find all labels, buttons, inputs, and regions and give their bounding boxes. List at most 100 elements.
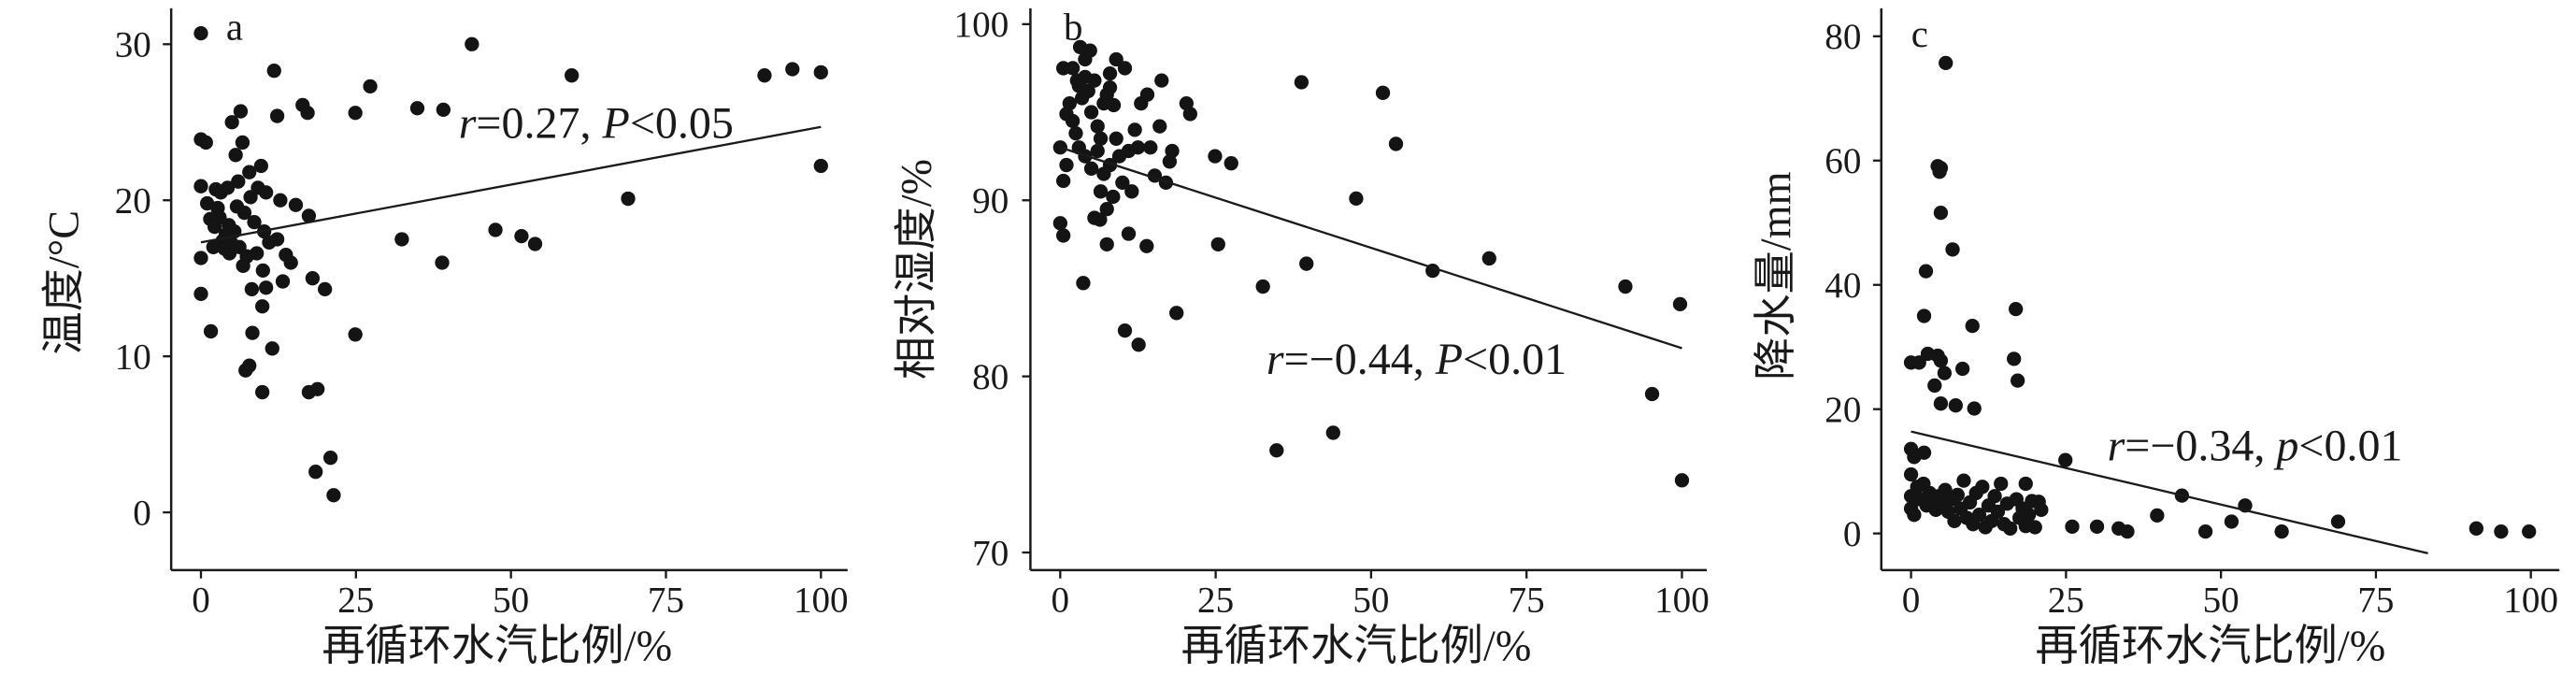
data-point bbox=[2065, 519, 2080, 534]
data-point bbox=[1224, 156, 1238, 171]
data-point bbox=[253, 158, 268, 174]
data-point bbox=[2027, 520, 2042, 535]
data-point bbox=[2034, 502, 2049, 518]
data-point bbox=[250, 246, 265, 261]
data-points bbox=[1903, 55, 2537, 539]
x-tick-label: 100 bbox=[794, 580, 849, 620]
data-point bbox=[198, 135, 213, 151]
data-point bbox=[1950, 487, 1965, 503]
data-point bbox=[255, 299, 270, 314]
data-point bbox=[1065, 61, 1080, 76]
x-tick-label: 100 bbox=[2503, 580, 2558, 620]
data-point bbox=[275, 274, 291, 289]
x-tick-label: 0 bbox=[1052, 580, 1070, 620]
data-point bbox=[785, 62, 800, 77]
data-point bbox=[813, 65, 828, 79]
data-point bbox=[757, 68, 772, 83]
x-tick-label: 25 bbox=[337, 580, 374, 620]
data-point bbox=[1255, 279, 1270, 294]
p-value: <0.01 bbox=[1463, 335, 1567, 384]
data-point bbox=[2469, 521, 2483, 536]
data-point bbox=[300, 106, 315, 121]
data-point bbox=[301, 208, 317, 223]
data-point bbox=[199, 195, 215, 211]
data-point bbox=[1093, 184, 1109, 199]
data-point bbox=[1939, 55, 1953, 71]
data-point bbox=[2011, 373, 2025, 388]
data-points bbox=[1052, 39, 1690, 488]
x-tick-label: 0 bbox=[1902, 580, 1921, 620]
y-tick-label: 20 bbox=[115, 181, 151, 222]
data-point bbox=[564, 68, 580, 83]
data-point bbox=[1990, 504, 2006, 520]
data-point bbox=[1093, 131, 1109, 146]
data-point bbox=[258, 280, 274, 295]
data-point bbox=[488, 222, 503, 237]
data-point bbox=[247, 214, 262, 230]
data-point bbox=[273, 193, 288, 208]
data-point bbox=[1294, 75, 1309, 90]
x-tick-label: 25 bbox=[1197, 580, 1234, 620]
data-point bbox=[1106, 97, 1122, 113]
data-point bbox=[394, 232, 409, 247]
data-point bbox=[1945, 242, 1960, 257]
data-point bbox=[222, 246, 237, 261]
p-symbol: P bbox=[602, 99, 630, 149]
data-point bbox=[1674, 473, 1690, 488]
data-point bbox=[1078, 51, 1093, 67]
data-point bbox=[1083, 161, 1099, 176]
data-point bbox=[1143, 140, 1158, 155]
data-point bbox=[1948, 398, 1963, 413]
x-tick-label: 75 bbox=[1509, 580, 1545, 620]
data-point bbox=[238, 363, 253, 378]
data-point bbox=[255, 384, 270, 400]
data-point bbox=[1644, 386, 1660, 402]
data-point bbox=[269, 108, 285, 123]
data-point bbox=[1208, 149, 1223, 164]
data-point bbox=[1165, 143, 1180, 159]
data-point bbox=[2018, 476, 2033, 492]
data-point bbox=[1099, 237, 1114, 251]
y-tick-label: 80 bbox=[1825, 17, 1861, 57]
data-point bbox=[288, 197, 304, 212]
data-point bbox=[1109, 51, 1123, 67]
panel-b: 0 25 50 75 100 70 80 90 100 r=−0.44, P<0.01 b 再循环水汽… bbox=[893, 5, 1710, 669]
data-point bbox=[1927, 378, 1942, 394]
y-tick-label: 0 bbox=[1843, 514, 1862, 554]
correlation-symbol: r bbox=[2108, 422, 2125, 471]
data-point bbox=[1907, 508, 1922, 523]
data-point bbox=[193, 179, 208, 194]
data-point bbox=[193, 286, 208, 302]
data-point bbox=[514, 228, 529, 244]
y-tick-label: 90 bbox=[972, 181, 1009, 222]
x-axis-title: 再循环水汽比例/% bbox=[322, 622, 672, 669]
data-point bbox=[621, 191, 636, 207]
data-point bbox=[348, 106, 363, 121]
data-point bbox=[2089, 519, 2105, 534]
data-point bbox=[2330, 514, 2346, 529]
correlation-annotation: r=−0.34, p<0.01 bbox=[2108, 422, 2403, 471]
panel-label: b bbox=[1064, 7, 1082, 49]
data-point bbox=[465, 36, 479, 51]
data-point bbox=[231, 174, 246, 189]
data-point bbox=[269, 232, 285, 247]
data-point bbox=[236, 205, 252, 221]
data-point bbox=[1933, 353, 1949, 368]
y-tick-label: 40 bbox=[1825, 265, 1861, 306]
data-point bbox=[1937, 366, 1953, 380]
data-points bbox=[193, 25, 828, 503]
data-point bbox=[2522, 524, 2537, 539]
data-point bbox=[348, 327, 363, 342]
data-point bbox=[435, 255, 450, 270]
data-point bbox=[1065, 113, 1080, 129]
correlation-value: =0.27, bbox=[476, 99, 602, 149]
data-point bbox=[1994, 476, 2009, 492]
data-point bbox=[1965, 318, 1980, 334]
data-point bbox=[1102, 80, 1118, 95]
data-point bbox=[1911, 355, 1926, 370]
y-axis-title: 降水量/mm bbox=[1752, 171, 1799, 380]
data-point bbox=[2058, 452, 2073, 467]
data-point bbox=[1076, 276, 1091, 291]
correlation-value: =−0.44, bbox=[1284, 335, 1436, 384]
